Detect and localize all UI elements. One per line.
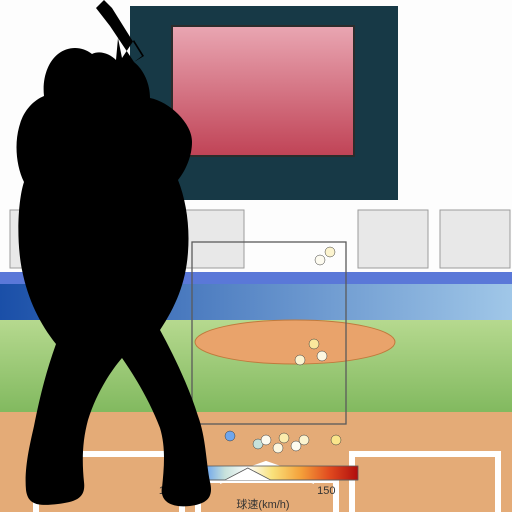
legend-tick-label: 150 — [317, 485, 335, 497]
pitch-marker — [225, 431, 235, 441]
stand-section — [440, 210, 510, 268]
pitch-marker — [309, 339, 319, 349]
pitch-marker — [315, 255, 325, 265]
legend-axis-label: 球速(km/h) — [236, 497, 289, 511]
pitch-location-chart: 100150球速(km/h) — [0, 0, 512, 512]
pitch-marker — [325, 247, 335, 257]
pitch-marker — [273, 443, 283, 453]
scoreboard-screen — [172, 26, 354, 156]
pitch-marker — [279, 433, 289, 443]
pitch-marker — [299, 435, 309, 445]
pitch-marker — [317, 351, 327, 361]
stand-section — [358, 210, 428, 268]
pitchers-mound — [195, 320, 395, 364]
pitch-marker — [295, 355, 305, 365]
pitch-marker — [261, 435, 271, 445]
pitch-marker — [331, 435, 341, 445]
